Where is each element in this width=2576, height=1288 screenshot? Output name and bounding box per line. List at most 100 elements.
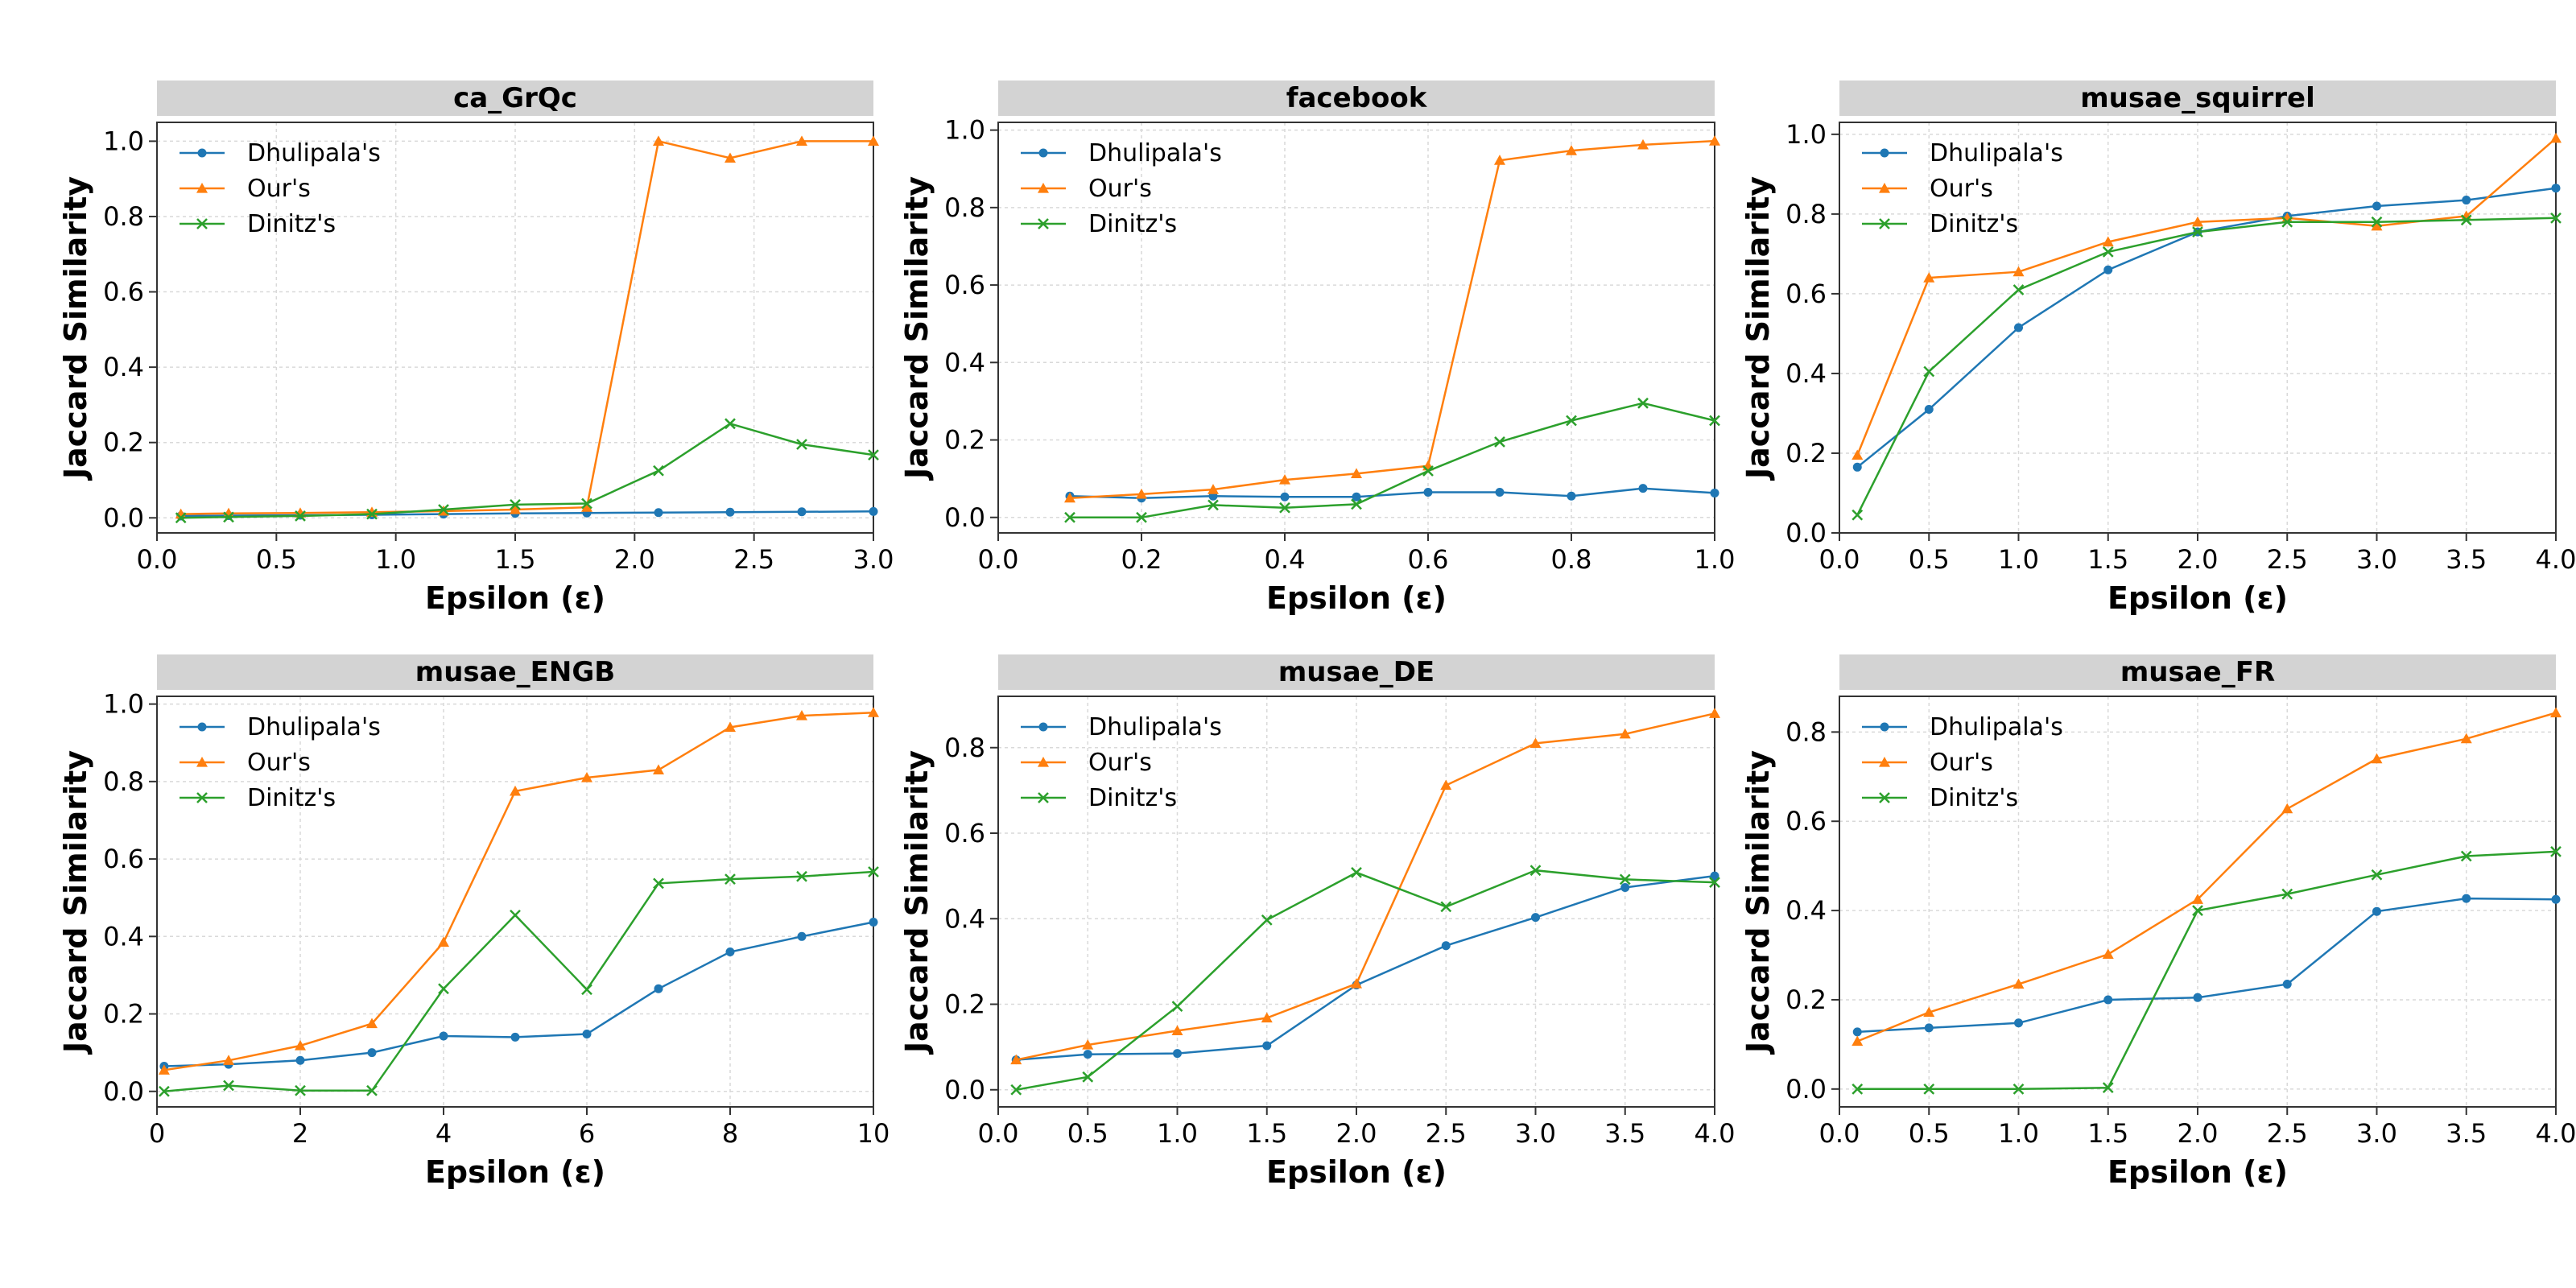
legend-our-s-point-0 [196,183,208,193]
legend-dinitz-s-point-0 [1879,792,1890,803]
dinitz-s-point-7 [653,877,664,890]
our-s-point-8 [724,721,736,733]
dinitz-s-point-8 [724,873,736,885]
x-tick-label: 0.0 [1819,1118,1860,1149]
dhulipala-s-point-9 [1710,488,1719,497]
x-tick-label: 0.0 [1819,544,1860,575]
dhulipala-s-point-8 [2551,184,2561,193]
our-s-point-6 [581,502,592,512]
our-s-point-4 [2192,894,2203,904]
dhulipala-s-point-3 [2103,265,2113,275]
dhulipala-s-point-8 [1638,484,1648,493]
series-dinitz-s [1010,865,1720,1096]
dhulipala-s-point-3 [367,1048,377,1058]
legend-label-dinitz-s: Dinitz's [247,784,336,812]
our-s-point-2 [2013,266,2025,277]
our-s-point-1 [1923,1006,1935,1018]
x-tick-label: 3.0 [2356,544,2397,575]
dhulipala-s-point-2 [295,1055,305,1065]
legend-label-dhulipala-s: Dhulipala's [247,713,381,741]
dinitz-s-point-4 [1351,498,1362,510]
dinitz-s-point-6 [581,984,592,996]
dinitz-s-point-0 [1010,1084,1022,1096]
series-our-s [1852,707,2562,1046]
panel-title-background [998,80,1715,116]
dinitz-s-point-1 [1082,1071,1094,1083]
our-s-point-7 [2460,733,2472,744]
dinitz-s-line [1856,217,2557,516]
dhulipala-s-point-10 [869,918,878,927]
dinitz-s-point-0 [175,512,187,524]
series-dinitz-s [1852,212,2562,521]
our-s-point-8 [2550,707,2562,718]
plot-area [997,122,1715,534]
y-tick-label: 0.6 [1785,806,1827,836]
legend-dhulipala-s-point-0 [1880,148,1889,158]
our-s-point-1 [223,1055,234,1065]
dhulipala-s-point-9 [797,507,807,517]
our-s-point-3 [1261,1012,1273,1023]
dinitz-s-line [180,422,874,519]
y-tick-label: 1.0 [103,126,144,156]
x-tick-label: 4.0 [1695,1118,1736,1149]
dinitz-s-point-10 [868,449,879,461]
x-tick-label: 3.5 [2446,1118,2487,1149]
legend-label-dinitz-s: Dinitz's [1930,784,2018,812]
our-s-point-10 [868,135,879,146]
dhulipala-s-point-6 [2372,906,2381,916]
dhulipala-s-point-4 [2193,993,2202,1002]
dhulipala-s-point-8 [725,947,735,957]
legend-label-dinitz-s: Dinitz's [1088,784,1177,812]
x-tick-label: 3.0 [1515,1118,1556,1149]
dhulipala-s-point-3 [1262,1041,1272,1051]
our-s-point-4 [2192,216,2203,227]
dhulipala-s-point-3 [1280,492,1290,502]
x-tick-label: 0.0 [978,1118,1019,1149]
dinitz-s-point-8 [1637,397,1649,409]
x-tick-label: 2.0 [2178,544,2219,575]
panel-title: musae_ENGB [415,656,615,688]
dinitz-s-point-1 [1136,511,1147,523]
dhulipala-s-line [163,921,874,1067]
our-s-point-9 [1709,135,1720,146]
our-s-point-3 [2102,236,2114,247]
dinitz-s-point-4 [438,504,449,515]
dhulipala-s-point-7 [654,984,663,993]
x-tick-label: 4 [436,1118,452,1149]
dinitz-s-point-7 [1566,415,1577,427]
dinitz-s-point-6 [2371,216,2383,228]
our-s-point-5 [2281,803,2293,814]
dhulipala-s-point-6 [2372,201,2381,211]
x-tick-label: 2.5 [733,544,774,575]
our-s-point-6 [2371,753,2383,764]
dhulipala-s-point-4 [1352,492,1361,502]
x-tick-label: 0.0 [978,544,1019,575]
dhulipala-s-line [1016,874,1715,1061]
dinitz-s-point-8 [724,418,736,430]
dinitz-s-point-5 [510,499,521,510]
our-s-point-1 [1923,272,1935,283]
our-s-point-5 [510,785,521,796]
y-axis-label: Jaccard Similarity [899,750,935,1055]
y-axis-label: Jaccard Similarity [58,176,93,481]
legend-label-dhulipala-s: Dhulipala's [1088,713,1222,741]
dhulipala-s-point-3 [2103,995,2113,1005]
our-s-point-1 [1082,1038,1094,1050]
x-tick-label: 0.2 [1121,544,1162,575]
dinitz-s-point-1 [223,1080,234,1092]
y-tick-label: 0.8 [103,766,144,797]
y-axis-label: Jaccard Similarity [899,176,935,481]
panel-title-background [998,654,1715,690]
dhulipala-s-point-5 [510,1032,520,1042]
dinitz-s-point-5 [1440,901,1452,913]
dinitz-s-point-9 [1709,415,1720,427]
our-s-point-8 [2550,132,2562,143]
dhulipala-s-point-7 [2462,196,2471,205]
panel-musae-engb: musae_ENGB 0 2 4 6 8 10 0.0 0.2 0.4 0.6 0.8 1.0 Epsil… [58,654,890,1190]
dhulipala-s-point-7 [1620,882,1630,892]
our-s-point-6 [2371,220,2383,231]
dhulipala-s-line [1069,487,1715,499]
our-s-point-4 [1351,468,1362,478]
dinitz-s-point-3 [2102,1082,2114,1094]
legend-label-our-s: Our's [1930,175,1993,203]
